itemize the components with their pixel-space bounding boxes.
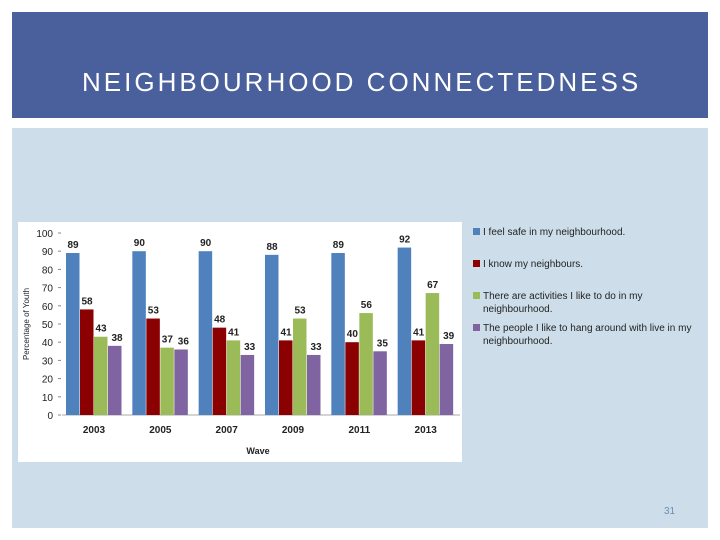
data-label: 53 [148, 306, 160, 317]
bar [359, 313, 373, 415]
data-label: 90 [200, 238, 212, 249]
data-label: 41 [228, 327, 240, 338]
data-label: 33 [244, 342, 256, 353]
bar [66, 253, 80, 415]
legend-swatch [473, 292, 480, 299]
y-tick-label: 70 [42, 284, 54, 295]
legend-swatch [473, 228, 480, 235]
bar [80, 309, 94, 415]
data-label: 36 [178, 336, 190, 347]
bar [345, 342, 359, 415]
data-label: 58 [81, 296, 93, 307]
bar [397, 247, 412, 415]
data-label: 41 [413, 327, 425, 338]
bar [174, 349, 188, 415]
y-tick-label: 10 [42, 393, 54, 404]
bar [425, 293, 440, 415]
x-axis-label: Wave [246, 446, 269, 456]
y-tick-label: 60 [42, 302, 54, 313]
data-label: 53 [294, 306, 306, 317]
bar [331, 253, 345, 415]
y-tick-label: 50 [42, 320, 54, 331]
bar [265, 254, 279, 415]
y-tick-label: 20 [42, 375, 54, 386]
bar [108, 345, 122, 415]
bar [240, 354, 255, 415]
legend-entry: The people I like to hang around with li… [483, 323, 691, 347]
page-number: 31 [664, 506, 676, 517]
data-label: 39 [443, 331, 455, 342]
x-tick-label: 2009 [282, 425, 305, 436]
data-label: 33 [310, 342, 322, 353]
data-label: 43 [95, 324, 107, 335]
data-label: 37 [162, 335, 174, 346]
data-label: 67 [427, 280, 439, 291]
y-tick-label: 90 [42, 247, 54, 258]
bar [212, 327, 227, 415]
y-axis-label: Percentage of Youth [22, 288, 31, 360]
bar [293, 318, 307, 415]
legend-entry: I feel safe in my neighbourhood. [483, 227, 625, 238]
data-label: 90 [134, 238, 146, 249]
data-label: 89 [67, 240, 79, 251]
bar [373, 351, 387, 415]
bar [307, 354, 321, 415]
title-band: NEIGHBOURHOOD CONNECTEDNESS [12, 12, 708, 118]
data-label: 40 [347, 329, 359, 340]
data-label: 35 [377, 338, 389, 349]
bar [94, 336, 108, 415]
data-label: 92 [399, 235, 411, 246]
x-tick-label: 2011 [348, 425, 370, 436]
bar [198, 251, 213, 415]
data-label: 38 [111, 333, 123, 344]
x-tick-label: 2007 [216, 425, 239, 436]
y-tick-label: 40 [42, 338, 54, 349]
legend-entry: There are activities I like to do in my n… [483, 291, 643, 315]
y-tick-label: 100 [36, 229, 53, 240]
bar [411, 340, 426, 415]
x-tick-label: 2005 [149, 425, 172, 436]
legend-swatch [473, 260, 480, 267]
bar [226, 340, 241, 415]
y-tick-label: 80 [42, 265, 54, 276]
data-label: 56 [361, 300, 373, 311]
bar [279, 340, 293, 415]
bar [146, 318, 160, 415]
legend-entry: I know my neighbours. [483, 259, 583, 270]
bar [439, 344, 454, 415]
bar [132, 251, 146, 415]
data-label: 89 [333, 240, 345, 251]
legend-swatch [473, 324, 480, 331]
x-tick-label: 2003 [83, 425, 106, 436]
bar [160, 347, 174, 415]
x-tick-label: 2013 [415, 425, 438, 436]
data-label: 41 [280, 327, 292, 338]
y-tick-label: 30 [42, 356, 54, 367]
data-label: 48 [214, 315, 226, 326]
data-label: 88 [266, 242, 278, 253]
slide-title: NEIGHBOURHOOD CONNECTEDNESS [82, 67, 642, 97]
y-tick-label: 0 [47, 411, 53, 422]
